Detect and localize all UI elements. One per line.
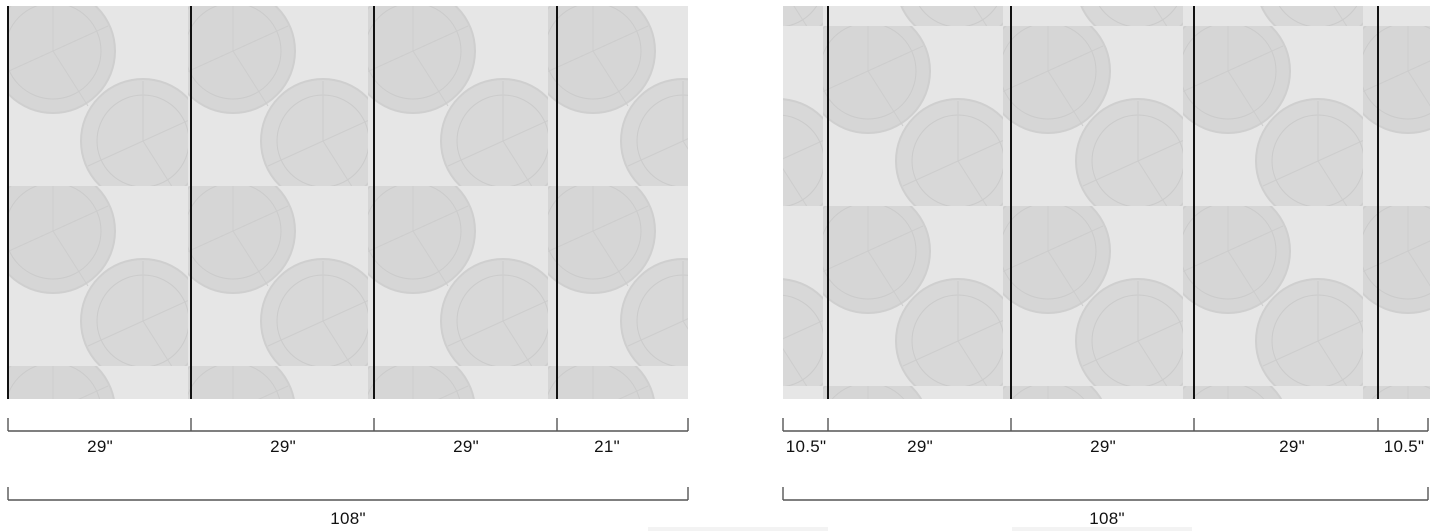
wood-slice-pattern-left [8,6,688,399]
wood-slice-pattern-right [783,6,1430,399]
wallpaper-left [8,6,688,399]
bottom-strip [648,527,828,531]
panel-seam [1193,6,1195,399]
panel-seam [556,6,558,399]
segment-label: 29" [1090,437,1116,456]
segment-label: 29" [453,437,479,456]
total-label: 108" [330,509,366,528]
segment-label: 10.5" [785,437,827,456]
wallpaper-right [783,6,1430,399]
segment-label: 29" [87,437,113,456]
panel-seam [1377,6,1379,399]
panel-seam [190,6,192,399]
panel-seam [7,6,9,399]
segment-label: 10.5" [1383,437,1425,456]
total-label: 108" [1089,509,1125,528]
segment-label: 29" [1279,437,1305,456]
panel-seam [373,6,375,399]
bottom-strip [1012,527,1192,531]
segment-label: 29" [270,437,296,456]
panel-seam [1010,6,1012,399]
panel-seam [827,6,829,399]
segment-label: 29" [907,437,933,456]
segment-label: 21" [594,437,620,456]
